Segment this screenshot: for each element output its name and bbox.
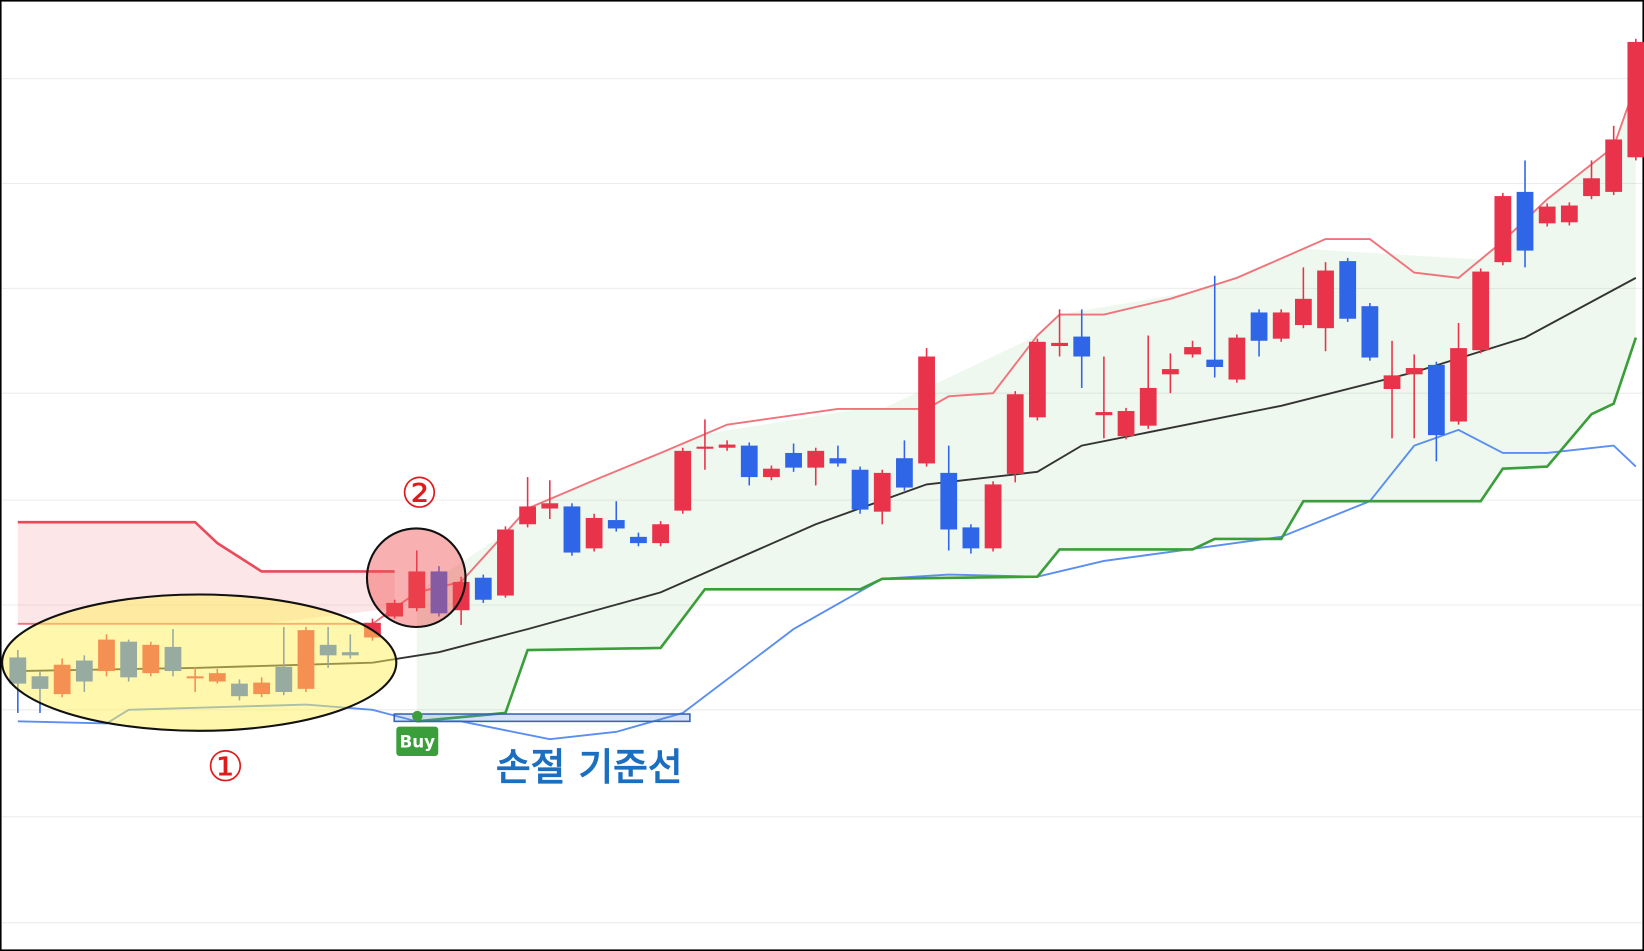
candle-body bbox=[1583, 178, 1600, 197]
candle-body bbox=[1206, 359, 1224, 367]
overlay-line bbox=[416, 337, 1638, 723]
candle-body bbox=[940, 472, 958, 530]
candle-body bbox=[607, 520, 625, 529]
candle-body bbox=[1361, 306, 1379, 358]
candle-body bbox=[1605, 139, 1623, 192]
candle-body bbox=[497, 529, 514, 596]
resistance-fill bbox=[17, 522, 395, 624]
candle-body bbox=[918, 356, 935, 464]
candle-body bbox=[1117, 411, 1135, 437]
candle-body bbox=[1560, 205, 1578, 223]
candle-body bbox=[541, 503, 559, 509]
candle-body bbox=[386, 602, 404, 617]
candle-body bbox=[1139, 387, 1157, 426]
candle-body bbox=[962, 527, 980, 549]
candle-body bbox=[696, 446, 714, 449]
candle-body bbox=[652, 524, 669, 544]
candle-body bbox=[1161, 369, 1179, 375]
candle-body bbox=[430, 571, 448, 614]
candle-body bbox=[740, 445, 758, 478]
candle-body bbox=[1427, 364, 1445, 436]
candle-body bbox=[1073, 336, 1091, 357]
candle-body bbox=[1339, 261, 1357, 319]
candle-body bbox=[630, 536, 647, 544]
candle-body bbox=[1494, 196, 1512, 263]
candle-body bbox=[984, 484, 1002, 549]
candle-body bbox=[1006, 394, 1024, 474]
candle-body bbox=[585, 517, 603, 549]
candle-body bbox=[873, 472, 891, 512]
candle-body bbox=[896, 458, 913, 488]
candle-body bbox=[674, 450, 692, 511]
candle-body bbox=[1272, 312, 1290, 339]
candle-body bbox=[851, 469, 869, 510]
candle-body bbox=[1450, 348, 1467, 422]
candle-body bbox=[474, 577, 492, 600]
candle-body bbox=[785, 452, 802, 468]
candle-body bbox=[1317, 270, 1334, 329]
candle-body bbox=[829, 458, 847, 464]
candle-body bbox=[1538, 206, 1556, 224]
candle-body bbox=[1095, 412, 1113, 416]
candle-body bbox=[1029, 341, 1046, 418]
candle-body bbox=[1627, 41, 1644, 158]
annotation-1: ① bbox=[207, 742, 245, 791]
buy-badge bbox=[396, 726, 439, 756]
buy-label: Buy bbox=[399, 732, 435, 752]
highlight-ellipse bbox=[1, 593, 398, 732]
candle-body bbox=[1405, 368, 1423, 375]
candle-body bbox=[718, 444, 736, 448]
buy-dot bbox=[412, 710, 423, 722]
candle-body bbox=[563, 506, 581, 553]
candle-body bbox=[1051, 342, 1068, 347]
candle-body bbox=[1472, 271, 1490, 351]
candle-body bbox=[1228, 337, 1246, 380]
candle-body bbox=[519, 506, 536, 525]
support-fill bbox=[416, 83, 1636, 722]
candle-body bbox=[408, 571, 426, 609]
highlight-circle bbox=[365, 527, 467, 629]
candle-body bbox=[1383, 375, 1401, 390]
candle-body bbox=[1184, 347, 1201, 355]
candle-body bbox=[763, 468, 780, 478]
candle-body bbox=[1294, 298, 1312, 326]
candle-body bbox=[1250, 312, 1268, 341]
stop-line bbox=[393, 713, 691, 723]
overlay-line bbox=[17, 520, 395, 573]
candle-body bbox=[1516, 191, 1534, 251]
stop-label: 손절 기준선 bbox=[496, 745, 683, 789]
candle-body bbox=[807, 450, 825, 468]
annotation-2: ② bbox=[401, 468, 439, 517]
